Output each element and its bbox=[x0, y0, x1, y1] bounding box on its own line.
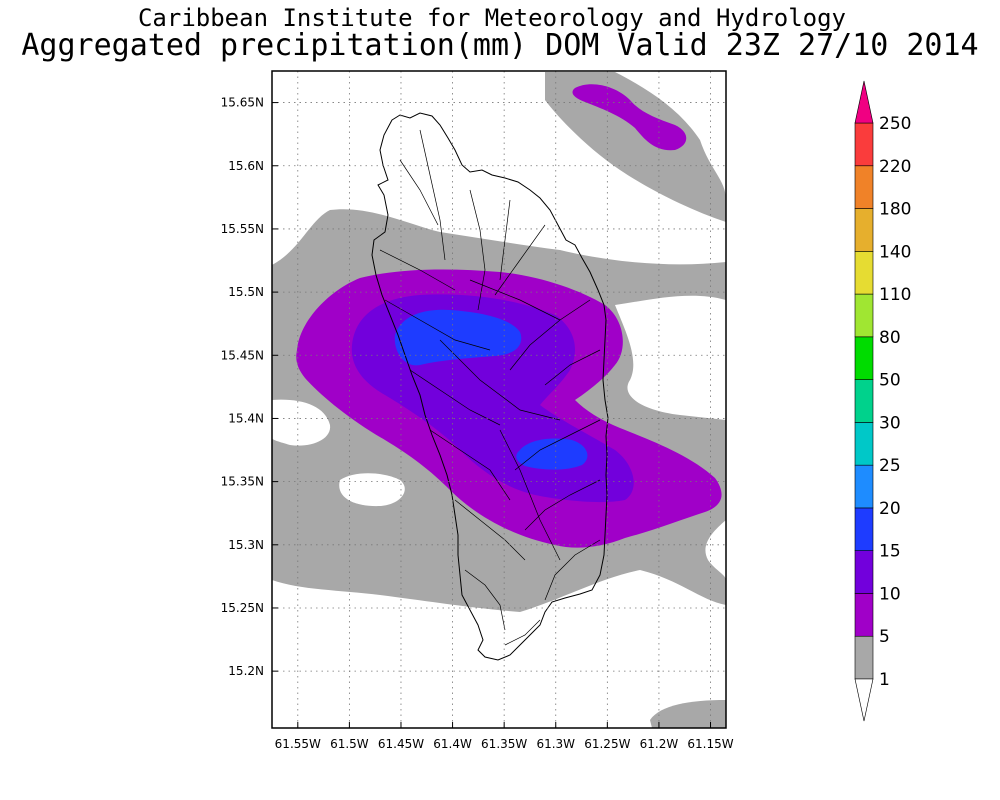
colorbar-label: 80 bbox=[879, 328, 901, 348]
precip-band-15-20mm-south bbox=[516, 438, 588, 470]
colorbar-segment bbox=[854, 550, 874, 594]
y-tick-label: 15.2N bbox=[228, 664, 264, 678]
y-tick-label: 15.45N bbox=[221, 348, 264, 362]
colorbar-label: 15 bbox=[879, 542, 901, 562]
x-tick-label: 61.25W bbox=[584, 737, 630, 751]
y-tick-label: 15.35N bbox=[221, 475, 264, 489]
x-tick-label: 61.3W bbox=[536, 737, 575, 751]
x-tick-label: 61.4W bbox=[433, 737, 472, 751]
colorbar-segment bbox=[854, 379, 874, 423]
island-outline bbox=[371, 112, 609, 661]
x-tick-label: 61.35W bbox=[481, 737, 527, 751]
colorbar-segment bbox=[854, 507, 874, 551]
y-tick-label: 15.55N bbox=[221, 222, 264, 236]
map-frame bbox=[271, 70, 727, 729]
x-tick-label: 61.15W bbox=[687, 737, 733, 751]
colorbar-top-arrow bbox=[854, 80, 874, 124]
colorbar-label: 140 bbox=[879, 242, 911, 262]
precip-gap-west bbox=[272, 399, 331, 446]
colorbar-label: 25 bbox=[879, 456, 901, 476]
x-tick-label: 61.55W bbox=[275, 737, 321, 751]
precip-band-se bbox=[650, 700, 726, 728]
colorbar-label: 250 bbox=[879, 114, 911, 134]
y-tick-label: 15.6N bbox=[228, 159, 264, 173]
colorbar-bottom-arrow bbox=[854, 678, 874, 722]
dominica-coastline bbox=[371, 112, 609, 661]
x-tick-label: 61.2W bbox=[640, 737, 679, 751]
river-network bbox=[379, 129, 601, 646]
colorbar-segment bbox=[854, 593, 874, 637]
colorbar-segment bbox=[854, 635, 874, 680]
colorbar-segment bbox=[854, 165, 874, 209]
colorbar-label: 220 bbox=[879, 157, 911, 177]
colorbar-label: 1 bbox=[879, 670, 890, 690]
colorbar-label: 180 bbox=[879, 200, 911, 220]
colorbar-segment bbox=[854, 208, 874, 252]
colorbar-label: 30 bbox=[879, 413, 901, 433]
colorbar-segment bbox=[854, 336, 874, 380]
colorbar-label: 5 bbox=[879, 627, 890, 647]
longitude-axis: 61.55W 61.5W 61.45W 61.4W 61.35W 61.3W 61.25W 6… bbox=[275, 722, 734, 751]
colorbar-segment bbox=[854, 422, 874, 466]
colorbar-label: 20 bbox=[879, 499, 901, 519]
y-tick-label: 15.25N bbox=[221, 601, 264, 615]
y-tick-label: 15.4N bbox=[228, 411, 264, 425]
chart-title: Caribbean Institute for Meteorology and … bbox=[137, 4, 846, 32]
precip-band-ne-patch bbox=[572, 84, 687, 151]
colorbar-label: 110 bbox=[879, 285, 911, 305]
colorbar-segment bbox=[854, 293, 874, 338]
x-tick-label: 61.5W bbox=[330, 737, 369, 751]
colorbar-segment bbox=[854, 464, 874, 509]
latitude-axis: 15.65N 15.6N 15.55N 15.5N 15.45N 15.4N 15.35N 1… bbox=[221, 96, 278, 678]
map-gridlines bbox=[272, 71, 726, 728]
colorbar-segment bbox=[854, 251, 874, 295]
chart-subtitle: Aggregated precipitation(mm) DOM Valid 2… bbox=[21, 28, 979, 63]
y-tick-label: 15.5N bbox=[228, 285, 264, 299]
precip-band-ne bbox=[545, 72, 726, 222]
precipitation-field bbox=[272, 72, 726, 728]
y-tick-label: 15.65N bbox=[221, 96, 264, 110]
colorbar-label: 10 bbox=[879, 584, 901, 604]
colorbar-label: 50 bbox=[879, 371, 901, 391]
y-tick-label: 15.3N bbox=[228, 538, 264, 552]
x-tick-label: 61.45W bbox=[378, 737, 424, 751]
colorbar-segment bbox=[854, 122, 874, 167]
